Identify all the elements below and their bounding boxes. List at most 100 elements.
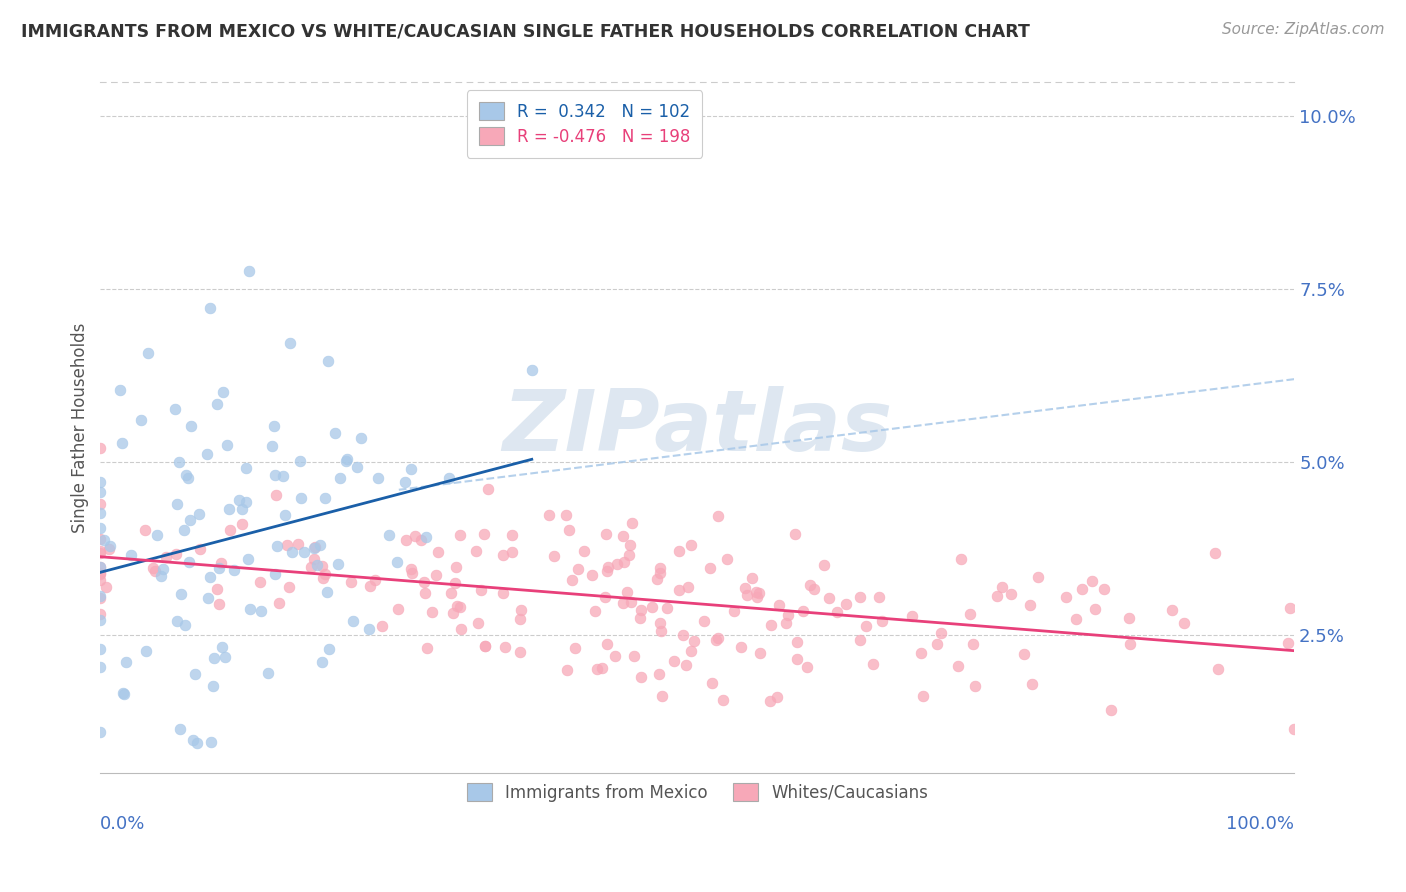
Point — [723, 604, 745, 618]
Point — [572, 543, 595, 558]
Point — [962, 637, 984, 651]
Point — [195, 447, 218, 461]
Point — [314, 491, 336, 505]
Point — [730, 640, 752, 654]
Point — [1284, 722, 1306, 736]
Point — [89, 607, 111, 622]
Point — [605, 649, 627, 664]
Point — [266, 539, 288, 553]
Point — [834, 597, 856, 611]
Point — [675, 658, 697, 673]
Point — [474, 639, 496, 653]
Point — [299, 560, 322, 574]
Point — [108, 384, 131, 398]
Text: Source: ZipAtlas.com: Source: ZipAtlas.com — [1222, 22, 1385, 37]
Point — [1206, 662, 1229, 676]
Point — [501, 527, 523, 541]
Text: IMMIGRANTS FROM MEXICO VS WHITE/CAUCASIAN SINGLE FATHER HOUSEHOLDS CORRELATION C: IMMIGRANTS FROM MEXICO VS WHITE/CAUCASIA… — [21, 22, 1031, 40]
Point — [1070, 582, 1092, 596]
Point — [250, 604, 273, 618]
Point — [89, 566, 111, 581]
Point — [785, 527, 807, 541]
Point — [596, 564, 619, 578]
Point — [401, 462, 423, 476]
Point — [305, 558, 328, 572]
Point — [318, 642, 340, 657]
Point — [693, 615, 716, 629]
Text: 0.0%: 0.0% — [100, 814, 146, 832]
Point — [169, 455, 191, 469]
Point — [181, 732, 204, 747]
Point — [950, 552, 973, 566]
Point — [1019, 598, 1042, 612]
Point — [613, 555, 636, 569]
Point — [855, 619, 877, 633]
Point — [93, 533, 115, 547]
Point — [929, 626, 952, 640]
Point — [623, 648, 645, 663]
Point — [367, 471, 389, 485]
Point — [1081, 574, 1104, 589]
Point — [595, 590, 617, 604]
Point — [657, 601, 679, 615]
Point — [648, 666, 671, 681]
Point — [222, 563, 245, 577]
Point — [648, 561, 671, 575]
Point — [537, 508, 560, 523]
Point — [292, 544, 315, 558]
Point — [707, 632, 730, 646]
Point — [302, 541, 325, 555]
Point — [474, 639, 496, 653]
Point — [749, 647, 772, 661]
Point — [758, 693, 780, 707]
Point — [179, 513, 201, 527]
Point — [89, 475, 111, 489]
Point — [1118, 611, 1140, 625]
Point — [616, 585, 638, 599]
Point — [862, 657, 884, 671]
Point — [761, 617, 783, 632]
Point — [89, 659, 111, 673]
Point — [415, 530, 437, 544]
Point — [711, 693, 734, 707]
Point — [747, 590, 769, 604]
Point — [89, 641, 111, 656]
Point — [825, 605, 848, 619]
Point — [700, 676, 723, 690]
Point — [262, 439, 284, 453]
Point — [477, 482, 499, 496]
Point — [111, 686, 134, 700]
Point — [786, 652, 808, 666]
Point — [413, 585, 436, 599]
Point — [662, 654, 685, 668]
Point — [606, 557, 628, 571]
Point — [89, 484, 111, 499]
Point — [651, 689, 673, 703]
Point — [208, 598, 231, 612]
Point — [208, 561, 231, 575]
Point — [280, 544, 302, 558]
Point — [238, 264, 260, 278]
Point — [1118, 637, 1140, 651]
Point — [699, 561, 721, 575]
Point — [89, 559, 111, 574]
Point — [378, 527, 401, 541]
Point — [165, 547, 187, 561]
Point — [1000, 587, 1022, 601]
Point — [170, 587, 193, 601]
Point — [581, 568, 603, 582]
Point — [177, 471, 200, 485]
Point — [236, 552, 259, 566]
Point — [235, 495, 257, 509]
Point — [143, 564, 166, 578]
Point — [706, 509, 728, 524]
Point — [704, 633, 727, 648]
Point — [1092, 582, 1115, 596]
Point — [174, 618, 197, 632]
Point — [509, 645, 531, 659]
Point — [620, 594, 643, 608]
Point — [202, 651, 225, 665]
Point — [346, 459, 368, 474]
Point — [174, 467, 197, 482]
Point — [264, 468, 287, 483]
